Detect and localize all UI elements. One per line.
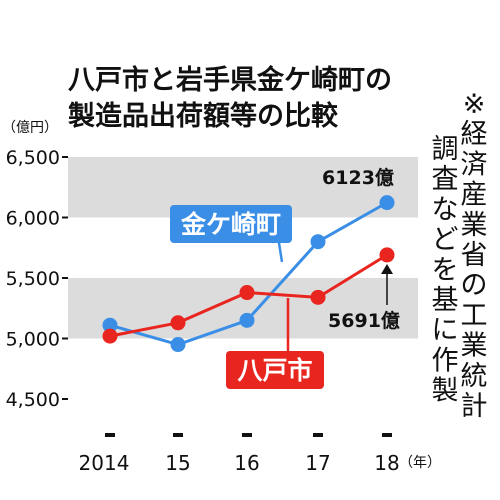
note-char-a-3: 産	[461, 180, 488, 211]
note-char-a-1: 経	[461, 119, 488, 150]
x-tick-label-0: 2014	[79, 451, 130, 475]
series-0-point-2	[239, 312, 255, 328]
note-char-b-0: 調	[432, 134, 459, 165]
note-char-b-5: 基	[432, 285, 459, 316]
note-char-b-3: ど	[432, 225, 459, 256]
note-char-a-4: 業	[461, 210, 488, 241]
series-1-end-value-label: 5691億	[328, 309, 400, 332]
note-char-a-2: 済	[461, 149, 488, 180]
chart-title-line-2: 製造品出荷額等の比較	[68, 100, 339, 132]
note-char-a-7: 工	[461, 300, 488, 331]
series-1-name-label: 八戸市	[237, 356, 312, 385]
series-0-name-box	[170, 205, 292, 243]
x-tick-0	[105, 433, 115, 437]
note-char-a-9: 統	[461, 361, 488, 392]
x-tick-label-2: 16	[234, 451, 259, 475]
series-1-point-1	[170, 315, 186, 331]
note-char-a-0: ※	[463, 89, 486, 120]
x-tick-4	[382, 433, 392, 437]
note-char-b-6: に	[432, 315, 459, 346]
series-0-point-3	[310, 234, 326, 250]
y-tick-label-3: 5,000	[6, 329, 60, 351]
y-tick-label-4: 4,500	[6, 389, 60, 411]
series-0-point-1	[170, 337, 186, 353]
note-char-b-8: 製	[432, 376, 459, 407]
note-char-a-6: の	[461, 270, 488, 301]
note-char-b-7: 作	[432, 345, 459, 376]
series-1-point-0	[102, 328, 118, 344]
series-1-annotation-arrowhead	[381, 264, 393, 274]
series-1-name-box	[226, 351, 324, 389]
x-tick-label-3: 17	[305, 451, 330, 475]
y-tick-label-0: 6,500	[6, 147, 60, 169]
note-char-a-5: 省	[461, 240, 488, 271]
y-axis-unit-label: （億円）	[2, 120, 58, 136]
note-char-b-4: を	[432, 255, 459, 286]
chart-title-line-1: 八戸市と岩手県金ケ崎町の	[68, 64, 392, 96]
series-1-point-2	[239, 285, 255, 301]
x-tick-2	[242, 433, 252, 437]
x-tick-label-1: 15	[165, 451, 190, 475]
series-0-end-value-label: 6123億	[322, 166, 394, 189]
x-tick-1	[173, 433, 183, 437]
series-0-point-4	[379, 195, 395, 211]
x-tick-label-4: 18	[374, 451, 399, 475]
series-1-point-3	[310, 289, 326, 305]
series-0-name-label: 金ケ崎町	[180, 210, 281, 239]
note-char-a-8: 業	[461, 331, 488, 362]
x-tick-3	[313, 433, 323, 437]
series-1-point-4	[379, 247, 395, 263]
series-0-point-0	[102, 317, 118, 333]
note-char-b-1: 査	[432, 164, 459, 195]
note-char-a-10: 計	[461, 391, 488, 422]
y-tick-label-1: 6,000	[6, 208, 60, 230]
y-tick-label-2: 5,500	[6, 268, 60, 290]
note-char-b-2: な	[432, 194, 459, 225]
x-axis-unit-label: （年）	[399, 455, 441, 471]
